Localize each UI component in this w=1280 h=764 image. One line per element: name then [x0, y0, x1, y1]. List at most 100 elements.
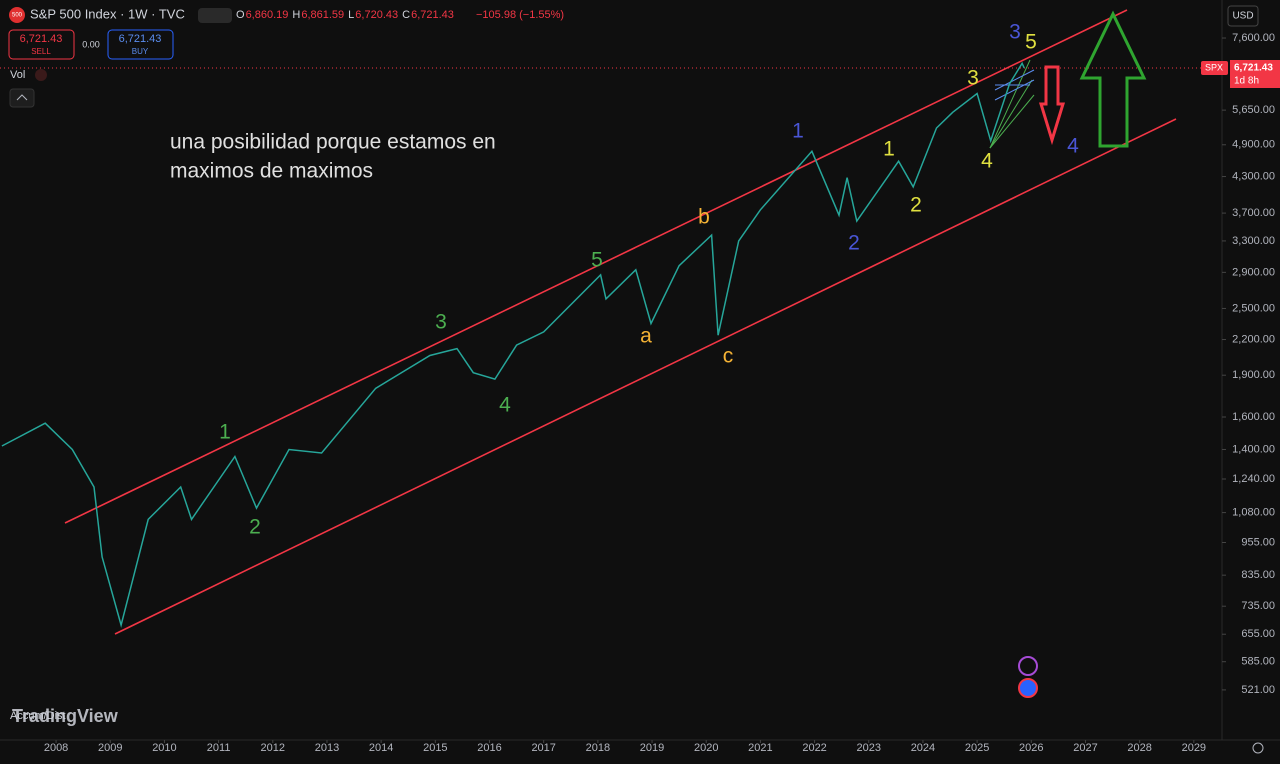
- up-arrow: [1079, 10, 1147, 148]
- wave-label: 2: [848, 232, 860, 255]
- wave-label: a: [640, 325, 652, 348]
- y-tick-label: 4,300.00: [1232, 170, 1275, 182]
- logo: [9, 7, 25, 23]
- collapse-button[interactable]: [9, 88, 35, 108]
- x-tick-label: 2015: [423, 742, 447, 754]
- ohlc-value: 6,861.59: [301, 9, 344, 21]
- price-tag: [1230, 60, 1280, 88]
- x-tick-label: 2029: [1182, 742, 1206, 754]
- y-tick-label: 655.00: [1241, 628, 1275, 640]
- x-tick-label: 2026: [1019, 742, 1043, 754]
- indicator[interactable]: Accum/Dist: [10, 710, 66, 722]
- wave-label: 5: [1025, 31, 1037, 54]
- y-tick-label: 5,650.00: [1232, 104, 1275, 116]
- x-tick-label: 2018: [586, 742, 610, 754]
- ohlc-key: C: [402, 9, 410, 21]
- logo-text: 500: [12, 13, 23, 19]
- y-tick-label: 585.00: [1241, 656, 1275, 668]
- watermark: TradingView: [12, 706, 119, 726]
- wave-label: c: [723, 345, 734, 368]
- indicator[interactable]: Vol: [10, 69, 25, 81]
- symbol-tag: [1201, 61, 1228, 75]
- x-tick-label: 2013: [315, 742, 339, 754]
- wave-label: 1: [883, 138, 895, 161]
- ohlc-value: 6,720.43: [355, 9, 398, 21]
- y-tick-label: 835.00: [1241, 569, 1275, 581]
- wave-label: 1: [219, 421, 231, 444]
- symbol-tag-text: SPX: [1205, 62, 1223, 72]
- x-tick-label: 2027: [1073, 742, 1097, 754]
- wave-label: 3: [435, 311, 447, 334]
- event-icon[interactable]: [1018, 678, 1038, 698]
- wave-label: 4: [981, 150, 993, 173]
- alert-icon: [35, 69, 47, 81]
- wave-label: 4: [499, 394, 511, 417]
- toggle[interactable]: [198, 8, 232, 23]
- x-tick-label: 2011: [207, 742, 231, 754]
- wave-label: 3: [967, 67, 979, 90]
- y-tick-label: 2,500.00: [1232, 302, 1275, 314]
- y-tick-label: 1,900.00: [1232, 369, 1275, 381]
- x-tick-label: 2009: [98, 742, 122, 754]
- wave-label: b: [698, 206, 710, 229]
- x-tick-label: 2022: [802, 742, 826, 754]
- wave-label: 4: [1067, 135, 1079, 158]
- y-tick-label: 3,300.00: [1232, 235, 1275, 247]
- wave-label: 2: [910, 194, 922, 217]
- price-tag-countdown: 1d 8h: [1234, 76, 1259, 87]
- wave-label: 2: [249, 516, 261, 539]
- x-tick-label: 2012: [261, 742, 285, 754]
- y-tick-label: 1,400.00: [1232, 443, 1275, 455]
- sell-button[interactable]: [8, 29, 75, 60]
- y-tick-label: 4,900.00: [1232, 139, 1275, 151]
- sell-price: 6,721.43: [20, 33, 63, 45]
- x-tick-label: 2023: [857, 742, 881, 754]
- y-tick-label: 1,600.00: [1232, 411, 1275, 423]
- price-axis: [1222, 0, 1280, 764]
- currency-button[interactable]: [1227, 5, 1259, 27]
- spread: 0.00: [82, 39, 100, 49]
- chevron: [16, 94, 28, 101]
- x-tick-label: 2021: [748, 742, 772, 754]
- channel-lower: [114, 118, 1177, 635]
- annotation: maximos de maximos: [170, 160, 373, 183]
- buy-label: BUY: [132, 47, 149, 56]
- ohlc-value: 6,860.19: [246, 9, 289, 21]
- x-tick-label: 2010: [152, 742, 176, 754]
- y-tick-label: 735.00: [1241, 600, 1275, 612]
- wave-label: 5: [591, 249, 603, 272]
- y-tick-label: 521.00: [1241, 684, 1275, 696]
- x-tick-label: 2017: [531, 742, 555, 754]
- down-arrow: [1038, 65, 1066, 146]
- buy-button[interactable]: [107, 29, 174, 60]
- ohlc-key: L: [348, 9, 354, 21]
- x-tick-label: 2025: [965, 742, 989, 754]
- x-tick-label: 2008: [44, 742, 68, 754]
- x-tick-label: 2014: [369, 742, 393, 754]
- channel-upper: [64, 9, 1128, 524]
- ohlc-value: 6,721.43: [411, 9, 454, 21]
- wave-label: 3: [1009, 21, 1021, 44]
- currency: USD: [1232, 11, 1253, 22]
- ohlc-key: O: [236, 9, 245, 21]
- x-tick-label: 2020: [694, 742, 718, 754]
- y-tick-label: 7,600.00: [1232, 32, 1275, 44]
- y-tick-label: 2,200.00: [1232, 333, 1275, 345]
- settings-icon[interactable]: [1252, 742, 1264, 754]
- x-tick-label: 2024: [911, 742, 935, 754]
- ohlc-key: H: [292, 9, 300, 21]
- y-tick-label: 1,080.00: [1232, 506, 1275, 518]
- x-tick-label: 2028: [1127, 742, 1151, 754]
- y-tick-label: 2,900.00: [1232, 266, 1275, 278]
- sell-label: SELL: [31, 47, 51, 56]
- ohlc: O 6,860.19 H 6,861.59 L 6,720.43 C 6,721.43: [236, 9, 454, 21]
- wave-label: 1: [792, 120, 804, 143]
- y-tick-label: 1,240.00: [1232, 473, 1275, 485]
- symbol[interactable]: S&P 500 Index · 1W · TVC: [30, 6, 185, 21]
- y-tick-label: 3,700.00: [1232, 207, 1275, 219]
- buy-price: 6,721.43: [119, 33, 162, 45]
- event-icon[interactable]: [1018, 656, 1038, 676]
